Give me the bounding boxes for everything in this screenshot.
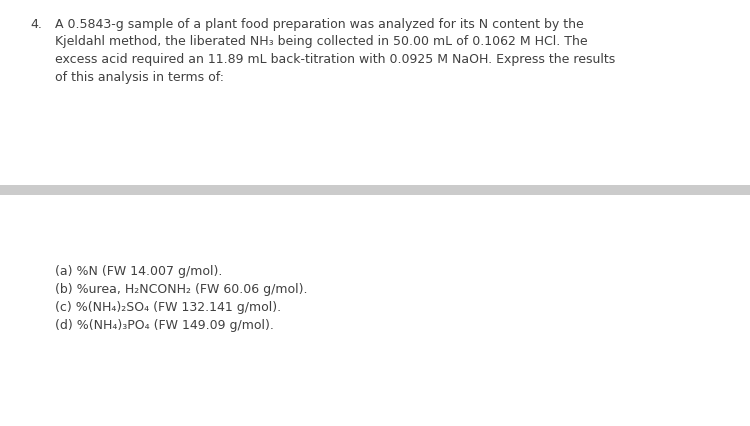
Text: (b) %urea, H₂NCONH₂ (FW 60.06 g/mol).: (b) %urea, H₂NCONH₂ (FW 60.06 g/mol). <box>55 283 308 296</box>
Text: (d) %(NH₄)₃PO₄ (FW 149.09 g/mol).: (d) %(NH₄)₃PO₄ (FW 149.09 g/mol). <box>55 319 274 332</box>
Text: (a) %N (FW 14.007 g/mol).: (a) %N (FW 14.007 g/mol). <box>55 265 222 278</box>
Text: A 0.5843-g sample of a plant food preparation was analyzed for its N content by : A 0.5843-g sample of a plant food prepar… <box>55 18 615 83</box>
Text: 4.: 4. <box>30 18 42 31</box>
Bar <box>0 185 750 195</box>
Text: (c) %(NH₄)₂SO₄ (FW 132.141 g/mol).: (c) %(NH₄)₂SO₄ (FW 132.141 g/mol). <box>55 301 281 314</box>
